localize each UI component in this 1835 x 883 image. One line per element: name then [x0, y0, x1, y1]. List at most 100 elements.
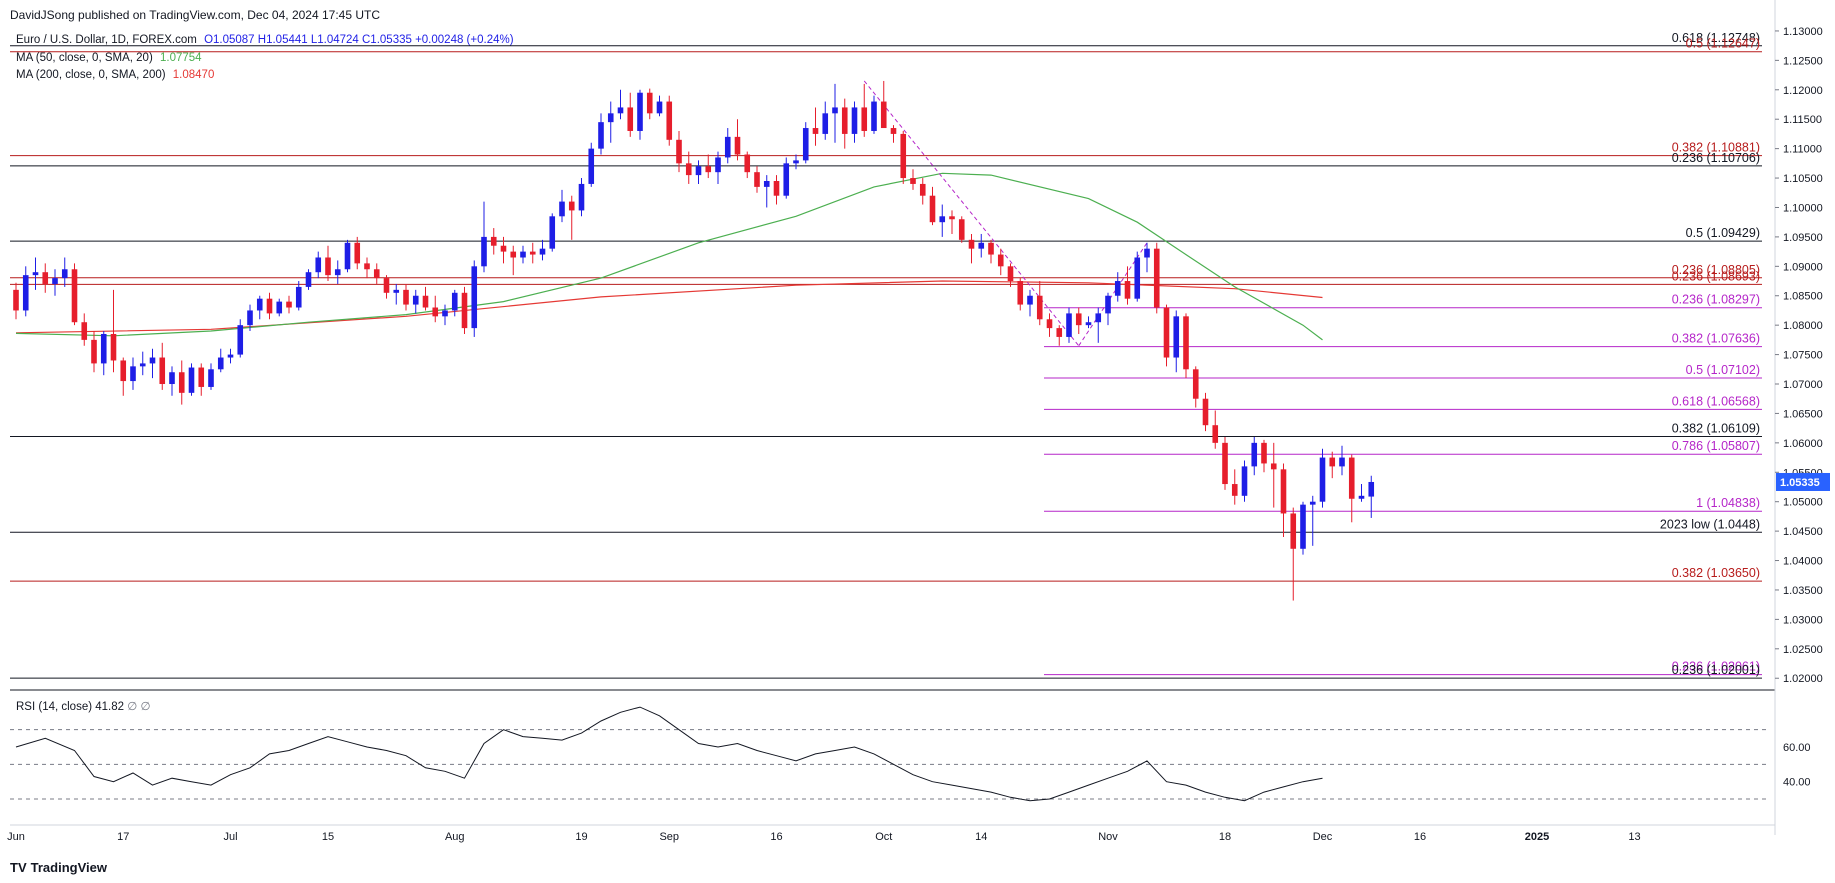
candle-body [71, 269, 78, 323]
candle-body [978, 242, 985, 249]
x-tick-label: 17 [117, 831, 129, 843]
rsi-tick-label: 40.00 [1783, 777, 1811, 789]
candle-body [1153, 248, 1160, 308]
candle-body [1036, 295, 1043, 320]
candle-body [120, 360, 127, 382]
y-tick-label: 1.11000 [1783, 144, 1822, 156]
x-tick-label: Nov [1098, 831, 1118, 843]
candle-body [412, 295, 419, 305]
candle-body [188, 367, 195, 393]
candle-body [734, 136, 741, 155]
candle-body [1124, 281, 1131, 299]
candle-body [1241, 466, 1248, 496]
rsi-line [15, 706, 1323, 802]
x-tick-label: 19 [575, 831, 587, 843]
candle-body [1046, 319, 1053, 329]
x-tick-label: 2025 [1525, 831, 1549, 843]
candle-body [1202, 398, 1209, 426]
ma50-label: MA (50, close, 0, SMA, 20) [16, 52, 153, 64]
candle-body [159, 357, 166, 385]
candle-body [880, 101, 887, 129]
price-chart[interactable]: 1.13000 1.12500 1.12000 1.11500 1.11000 1.105… [0, 0, 1835, 860]
candle-body [22, 275, 29, 311]
candle-body [422, 295, 429, 308]
candle-body [666, 101, 673, 140]
candle-body [1134, 257, 1141, 299]
fib-level-label: 0.236 (1.08693) [1672, 269, 1760, 283]
candle-body [1173, 316, 1180, 358]
symbol-name: Euro / U.S. Dollar, 1D, FOREX.com [16, 34, 197, 46]
candle-body [588, 148, 595, 184]
candle-body [598, 122, 604, 149]
candle-body [247, 310, 253, 326]
candle-body [1251, 442, 1258, 467]
y-tick-label: 1.06500 [1783, 408, 1823, 420]
candle-body [61, 269, 68, 279]
candle-body [403, 289, 409, 305]
candle-body [705, 166, 712, 173]
candle-body [471, 266, 478, 329]
candle-body [169, 372, 175, 385]
ma200-label: MA (200, close, 0, SMA, 200) [16, 69, 166, 81]
fib-level-label: 0.382 (1.03650) [1672, 566, 1760, 580]
rsi-value: 41.82 [95, 701, 125, 713]
fib-level-label: 0.5 (1.07102) [1686, 363, 1760, 377]
tradingview-logo: TV TradingView [10, 860, 107, 875]
candle-body [1368, 481, 1375, 497]
publisher-header: DavidJSong published on TradingView.com,… [10, 8, 381, 22]
candle-body [1348, 457, 1355, 499]
x-tick-label: 16 [770, 831, 782, 843]
candle-body [81, 322, 88, 340]
y-tick-label: 1.13000 [1783, 26, 1823, 38]
y-tick-label: 1.08500 [1783, 291, 1823, 303]
ma50-legend: MA (50, close, 0, SMA, 20) 1.07754 [16, 52, 202, 64]
current-price-tag [1776, 472, 1830, 491]
y-tick-label: 1.03000 [1783, 614, 1823, 626]
candle-body [997, 254, 1004, 267]
candle-body [929, 195, 936, 223]
y-tick-label: 1.03500 [1783, 585, 1823, 597]
fib-level-label: 0.382 (1.10881) [1672, 141, 1760, 155]
x-tick-label: Sep [659, 831, 679, 843]
candle-body [52, 278, 58, 284]
candle-body [754, 172, 760, 187]
y-tick-label: 1.10500 [1783, 173, 1823, 185]
candle-body [841, 107, 848, 134]
candle-body [939, 216, 946, 223]
candle-body [1075, 313, 1082, 326]
candle-body [958, 219, 965, 240]
candle-body [793, 160, 799, 164]
candle-body [656, 101, 663, 114]
candle-body [1270, 463, 1277, 470]
fib-level-label: 1 (1.04838) [1696, 496, 1760, 510]
candle-body [1085, 322, 1092, 326]
candle-body [607, 113, 614, 123]
candle-body [364, 263, 370, 270]
candle-body [42, 272, 49, 284]
y-tick-label: 1.09500 [1783, 232, 1823, 244]
candle-body [890, 128, 897, 134]
candle-body [1114, 281, 1121, 296]
candle-body [149, 357, 156, 364]
brand-name: TradingView [30, 860, 107, 875]
candle-body [568, 201, 575, 211]
candle-body [217, 357, 224, 370]
candle-body [461, 292, 468, 329]
candle-body [139, 363, 146, 367]
candle-body [1095, 313, 1102, 323]
y-tick-label: 1.02500 [1783, 644, 1823, 656]
candle-body [1183, 316, 1189, 370]
candle-body [1231, 484, 1238, 496]
rsi-legend: RSI (14, close) 41.82 ∅ ∅ [16, 699, 150, 713]
candle-body [968, 239, 975, 249]
candle-body [1056, 328, 1063, 337]
candle-body [783, 163, 790, 196]
candle-body [1339, 457, 1345, 467]
y-tick-label: 1.07000 [1783, 379, 1823, 391]
x-tick-label: 15 [322, 831, 334, 843]
fib-level-label: 2023 low (1.0448) [1660, 517, 1760, 531]
candle-body [208, 369, 214, 387]
candle-body [617, 107, 624, 114]
candle-body [13, 289, 19, 311]
candle-body [744, 154, 751, 173]
